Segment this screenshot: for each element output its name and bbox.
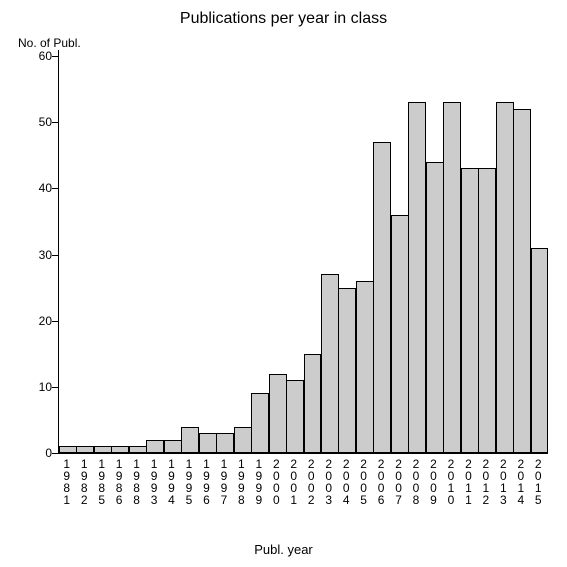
bar	[199, 433, 217, 453]
x-tick-label: 2015	[532, 458, 544, 506]
y-tick-label: 10	[22, 380, 52, 394]
bar	[478, 168, 496, 453]
bar	[164, 440, 182, 453]
x-tick-label: 2012	[480, 458, 492, 506]
bar	[129, 446, 147, 453]
x-tick-label: 1999	[253, 458, 265, 506]
x-tick-label: 1988	[131, 458, 143, 506]
x-tick-label: 2006	[375, 458, 387, 506]
x-tick-label: 1982	[78, 458, 90, 506]
bar	[59, 446, 77, 453]
bar	[531, 248, 549, 453]
x-tick-label: 1997	[218, 458, 230, 506]
bar	[513, 109, 531, 453]
bar	[426, 162, 444, 453]
y-tick-label: 60	[22, 49, 52, 63]
x-tick-label: 2013	[497, 458, 509, 506]
axis-corner-tick	[58, 50, 59, 56]
bar	[408, 102, 426, 453]
bar	[111, 446, 129, 453]
y-tick-label: 40	[22, 181, 52, 195]
x-tick-label: 2004	[340, 458, 352, 506]
y-tick-mark	[52, 321, 58, 322]
bar	[496, 102, 514, 453]
x-tick-label: 2001	[288, 458, 300, 506]
y-axis-label: No. of Publ.	[18, 36, 81, 50]
bar	[338, 288, 356, 453]
y-tick-label: 0	[22, 446, 52, 460]
y-tick-label: 50	[22, 115, 52, 129]
y-tick-mark	[52, 122, 58, 123]
bar	[321, 274, 339, 453]
bar	[286, 380, 304, 453]
x-tick-label: 2014	[515, 458, 527, 506]
x-tick-label: 1995	[183, 458, 195, 506]
x-tick-label: 2009	[427, 458, 439, 506]
bar	[373, 142, 391, 453]
x-tick-label: 2002	[305, 458, 317, 506]
bar	[216, 433, 234, 453]
y-tick-mark	[52, 255, 58, 256]
bar	[356, 281, 374, 453]
x-tick-label: 2003	[323, 458, 335, 506]
chart-title: Publications per year in class	[0, 10, 567, 28]
bar	[461, 168, 479, 453]
x-tick-label: 2010	[445, 458, 457, 506]
x-tick-label: 2011	[462, 458, 474, 506]
bar	[269, 374, 287, 453]
x-tick-label: 2008	[410, 458, 422, 506]
x-tick-label: 1981	[61, 458, 73, 506]
publications-bar-chart: Publications per year in class No. of Pu…	[0, 0, 567, 567]
x-tick-label: 1986	[113, 458, 125, 506]
bar	[304, 354, 322, 453]
y-tick-mark	[52, 387, 58, 388]
y-tick-label: 30	[22, 248, 52, 262]
x-tick-label: 2007	[393, 458, 405, 506]
x-tick-label: 1985	[96, 458, 108, 506]
bar	[181, 427, 199, 453]
plot-area	[58, 56, 548, 454]
y-tick-label: 20	[22, 314, 52, 328]
bar	[234, 427, 252, 453]
x-tick-label: 2005	[358, 458, 370, 506]
bar	[391, 215, 409, 453]
bar	[146, 440, 164, 453]
bar	[76, 446, 94, 453]
bar	[94, 446, 112, 453]
x-tick-label: 2000	[270, 458, 282, 506]
x-tick-label: 1994	[166, 458, 178, 506]
x-axis-label: Publ. year	[0, 542, 567, 557]
bar	[443, 102, 461, 453]
x-tick-label: 1998	[235, 458, 247, 506]
y-tick-mark	[52, 188, 58, 189]
y-tick-mark	[52, 56, 58, 57]
y-tick-mark	[52, 453, 58, 454]
x-tick-label: 1993	[148, 458, 160, 506]
x-tick-label: 1996	[200, 458, 212, 506]
bar	[251, 393, 269, 453]
